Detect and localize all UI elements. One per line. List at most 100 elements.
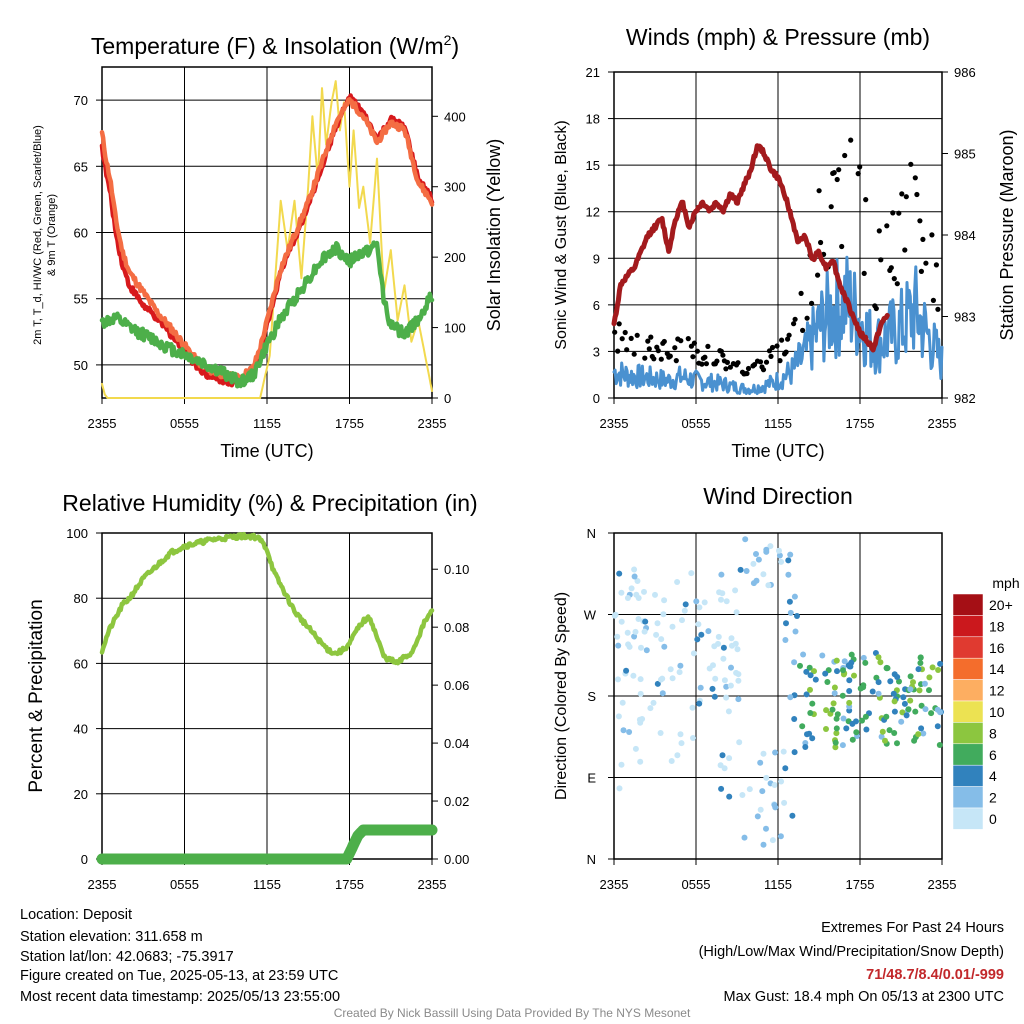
direction-point	[920, 730, 927, 737]
direction-point	[712, 675, 719, 682]
direction-point	[843, 725, 850, 732]
direction-point	[757, 759, 764, 766]
gust-point	[745, 365, 752, 372]
direction-point	[760, 841, 767, 848]
direction-point	[896, 678, 902, 685]
direction-point	[634, 578, 641, 584]
direction-point	[723, 694, 730, 701]
direction-point	[832, 739, 839, 746]
gust-point	[933, 262, 940, 268]
direction-point	[654, 620, 661, 627]
direction-point	[802, 744, 809, 750]
gust-point	[834, 176, 840, 183]
gust-point	[718, 348, 725, 354]
direction-point	[616, 570, 623, 577]
direction-point	[661, 597, 668, 604]
temp-ytick-label: 60	[74, 226, 88, 241]
direction-point	[840, 667, 846, 674]
direction-point	[791, 659, 798, 666]
direction-point	[718, 785, 725, 792]
temp-y2label: Solar Insolation (Yellow)	[484, 139, 504, 331]
rh-ytick-label: 20	[74, 787, 88, 802]
direction-point	[782, 765, 789, 772]
direction-point	[803, 691, 810, 698]
direction-point	[709, 685, 716, 692]
gust-points	[612, 137, 941, 377]
wdir-xtick-label: 2355	[600, 877, 629, 892]
direction-point	[840, 715, 847, 722]
gust-point	[751, 362, 758, 368]
direction-point	[807, 686, 813, 693]
gust-point	[615, 348, 621, 354]
direction-point	[618, 761, 625, 768]
direction-point	[839, 692, 846, 699]
direction-point	[860, 654, 867, 661]
direction-point	[690, 650, 697, 657]
gust-point	[891, 276, 897, 282]
gust-point	[848, 137, 854, 143]
direction-point	[679, 617, 685, 624]
gust-point	[914, 191, 920, 198]
gust-point	[646, 346, 652, 352]
gust-point	[616, 321, 622, 327]
rh-xtick-label: 2355	[88, 877, 117, 892]
wind-ytick-label: 3	[593, 344, 600, 359]
direction-point	[735, 677, 742, 684]
gust-point	[766, 348, 773, 354]
direction-point	[728, 664, 734, 671]
direction-point	[725, 708, 732, 715]
direction-point	[803, 668, 810, 675]
temp-ylabel-2: & 9m T (Orange)	[46, 194, 58, 276]
footer-created: Figure created on Tue, 2025-05-13, at 23…	[20, 968, 339, 984]
direction-point	[616, 785, 623, 792]
direction-point	[760, 571, 767, 578]
direction-point	[638, 644, 644, 651]
gust-point	[816, 188, 822, 194]
gust-point	[836, 167, 842, 173]
gust-point	[902, 247, 908, 253]
direction-point	[890, 690, 897, 697]
direction-point	[910, 679, 916, 686]
direction-point	[659, 690, 666, 697]
direction-point	[911, 737, 918, 744]
gust-point	[791, 321, 797, 327]
direction-point	[614, 633, 621, 640]
direction-point	[869, 688, 876, 695]
direction-point	[611, 612, 618, 619]
direction-point	[898, 718, 905, 725]
legend-unit: mph	[992, 575, 1019, 591]
sonic-wind-line	[612, 255, 944, 396]
direction-point	[787, 609, 794, 616]
gust-point	[785, 336, 791, 342]
direction-point	[812, 676, 819, 683]
direction-point	[668, 758, 675, 764]
temp-ytick-label: 65	[74, 159, 88, 174]
direction-point	[915, 731, 922, 738]
direction-point	[677, 731, 684, 738]
direction-point	[732, 587, 739, 594]
extremes-title: Extremes For Past 24 Hours	[821, 920, 1004, 936]
gust-point	[912, 175, 918, 181]
direction-point	[631, 566, 638, 573]
direction-point	[763, 774, 770, 781]
wdir-ytick-label: S	[587, 689, 596, 704]
direction-point	[727, 682, 734, 689]
gust-point	[685, 336, 691, 342]
direction-point	[739, 792, 746, 798]
direction-point	[862, 659, 869, 666]
rh-ylabel: Percent & Precipitation	[26, 599, 47, 792]
direction-point	[701, 599, 708, 606]
gust-point	[903, 194, 909, 200]
direction-point	[721, 765, 728, 772]
direction-point	[903, 712, 910, 719]
temp-xtick-label: 2355	[418, 416, 447, 431]
direction-point	[625, 641, 632, 648]
gust-point	[842, 152, 848, 159]
direction-point	[846, 688, 853, 694]
wdir-ytick-label: E	[587, 771, 596, 786]
direction-point	[719, 752, 726, 759]
direction-point	[711, 643, 718, 650]
direction-point	[682, 601, 689, 608]
temp-9m-line	[99, 97, 435, 383]
gust-point	[873, 305, 879, 312]
